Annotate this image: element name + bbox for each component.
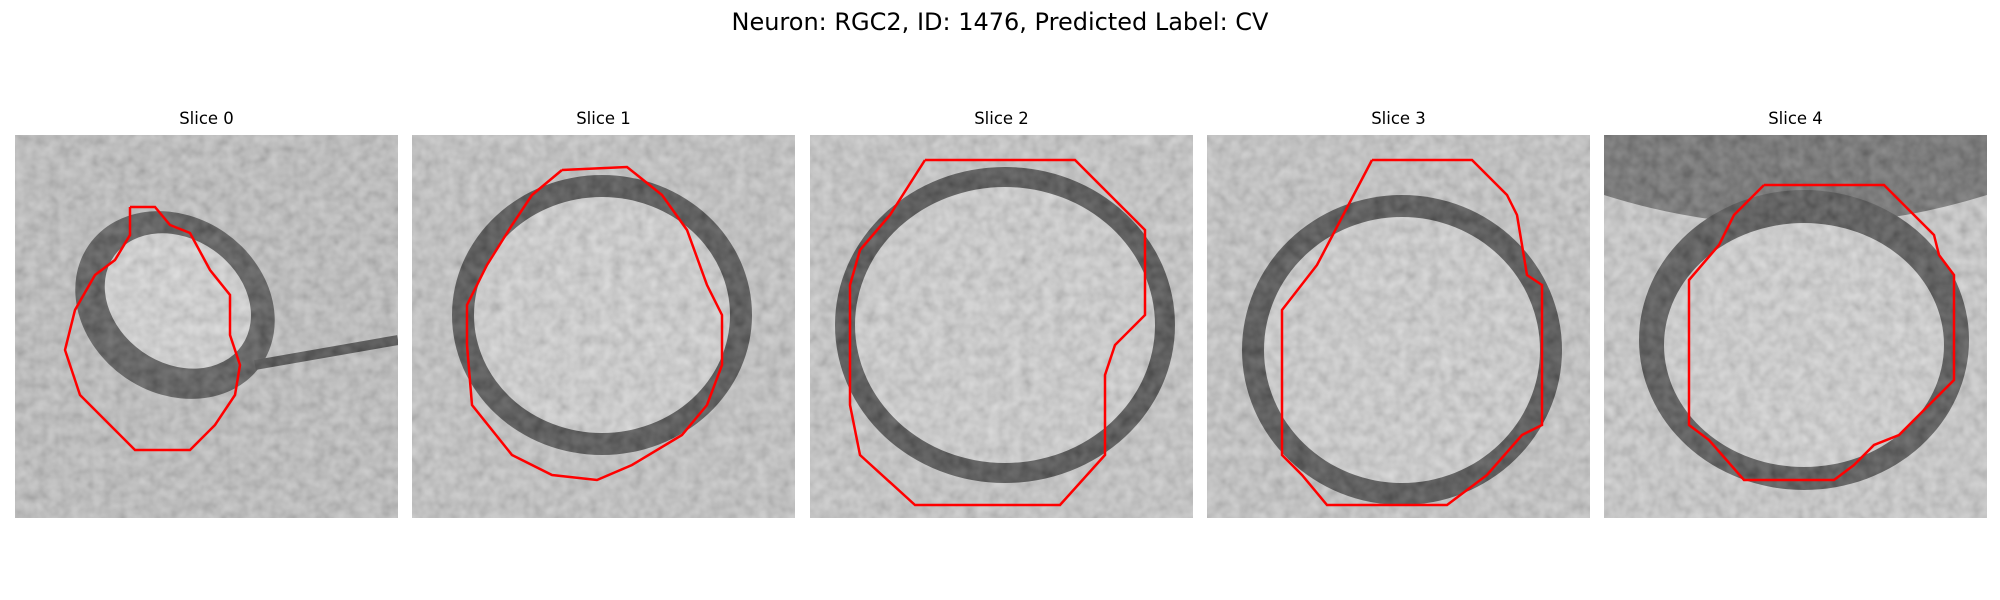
slice-3-image <box>1207 135 1590 518</box>
slice-4-image <box>1604 135 1987 518</box>
panel-slice-1: Slice 1 <box>412 108 795 520</box>
panel-title: Slice 3 <box>1371 109 1426 128</box>
slice-0-image <box>15 135 398 518</box>
slice-2-contour <box>848 158 1147 507</box>
panel-slice-0: Slice 0 <box>15 108 398 520</box>
panel-slice-4: Slice 4 <box>1604 108 1987 520</box>
figure-title: Neuron: RGC2, ID: 1476, Predicted Label:… <box>731 8 1269 36</box>
panel-slice-3: Slice 3 <box>1207 108 1590 520</box>
panel-title: Slice 1 <box>576 109 631 128</box>
panel-slice-2: Slice 2 <box>810 108 1193 520</box>
slice-1-image <box>412 135 795 518</box>
panel-title: Slice 4 <box>1768 109 1823 128</box>
panel-title: Slice 2 <box>974 109 1029 128</box>
slice-1-contour <box>465 165 724 482</box>
panel-title: Slice 0 <box>179 109 234 128</box>
slice-3-contour <box>1280 158 1544 507</box>
slice-2-image <box>810 135 1193 518</box>
slice-4-contour <box>1687 183 1956 482</box>
slice-0-contour <box>63 205 242 452</box>
